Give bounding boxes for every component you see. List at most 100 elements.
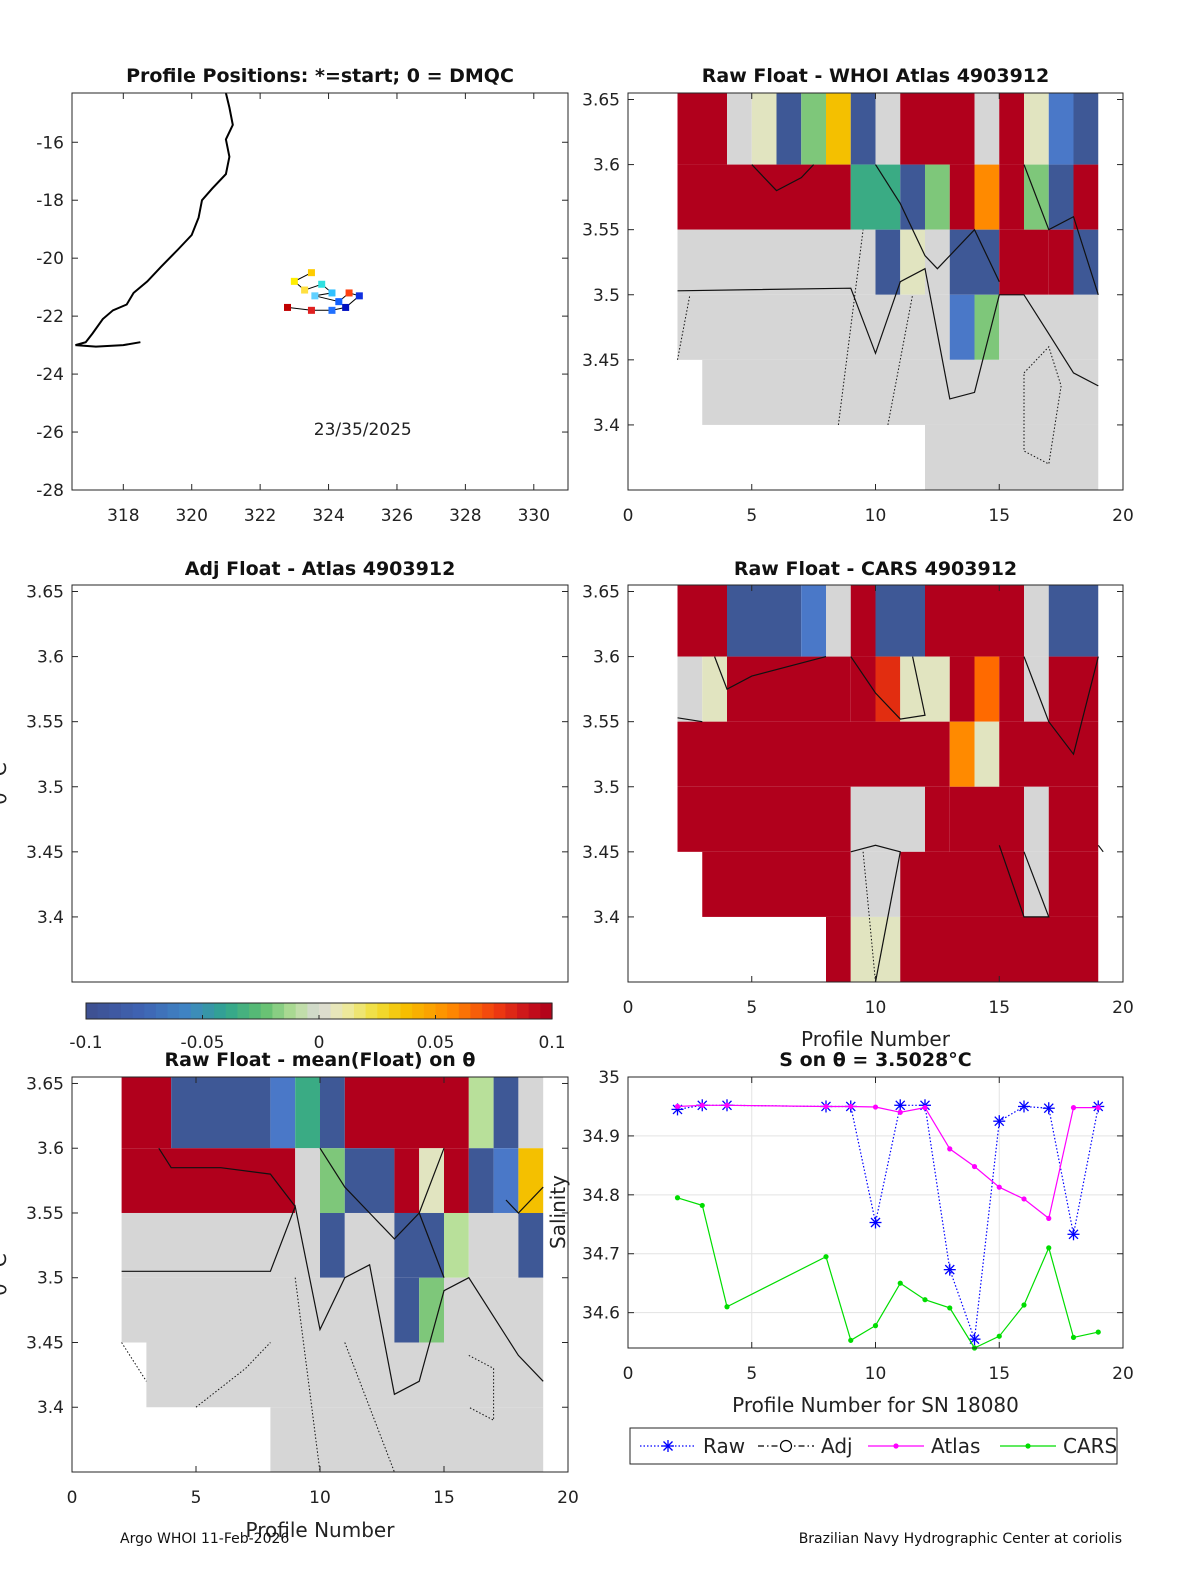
raw-whoi-contour (677, 294, 691, 360)
map-frame (71, 92, 569, 491)
profile-position-marker (355, 292, 363, 300)
raw-cars-cell (1048, 786, 1099, 852)
raw-whoi-cell (1073, 164, 1099, 230)
map-ytick-label: -28 (36, 481, 64, 501)
raw-cars-xtick-label: 20 (1112, 998, 1134, 1018)
raw-whoi-ytick-label: 3.5 (593, 286, 620, 306)
raw-cars-cell (702, 851, 851, 917)
atlas-point (996, 1184, 1002, 1190)
raw-cars-cell (850, 851, 901, 917)
raw-cars-contour (850, 656, 926, 720)
map-ytick-label: -22 (36, 307, 64, 327)
raw-whoi-cell (850, 164, 901, 230)
raw-mean-ytick-label: 3.45 (26, 1333, 64, 1353)
profile-position-marker (335, 298, 343, 306)
raw-point-stroke (895, 1100, 906, 1111)
map-title: Profile Positions: *=start; 0 = DMQC (126, 65, 514, 87)
colorbar-tick-label: -0.1 (69, 1033, 102, 1053)
raw-cars-cell (850, 786, 925, 852)
colorbar-tick-label: -0.05 (181, 1033, 225, 1053)
raw-whoi-xtick-label: 0 (623, 506, 634, 526)
raw-whoi-xtick-label: 5 (746, 506, 757, 526)
atlas-point (823, 1103, 829, 1110)
raw-whoi-xtick-label: 20 (1112, 506, 1134, 526)
adj-atlas-ytick-label: 3.5 (37, 778, 64, 798)
raw-whoi-cell (1024, 93, 1049, 165)
raw-cars-xtick-label: 0 (623, 998, 634, 1018)
colorbar-segment (284, 1003, 297, 1019)
raw-cars-contour (998, 845, 1050, 918)
raw-mean-cell (493, 1148, 519, 1213)
map-ytick-label: -20 (36, 249, 64, 269)
cars-point (897, 1280, 903, 1286)
colorbar-segment (109, 1003, 122, 1019)
profile-position-marker (328, 306, 336, 314)
atlas-point (947, 1146, 953, 1152)
raw-cars-ytick-label: 3.55 (582, 713, 620, 733)
profile-position-marker (290, 277, 298, 285)
raw-cars-contour (1097, 844, 1104, 853)
raw-whoi-cell (925, 424, 1099, 490)
raw-cars-ytick-label: 3.4 (593, 908, 620, 928)
raw-mean-cell (468, 1077, 494, 1149)
adj-atlas-ylabel: θ °C (0, 762, 11, 805)
raw-point-stroke (1019, 1101, 1029, 1112)
coastline (75, 92, 234, 347)
raw-cars-cell (1048, 585, 1099, 657)
raw-mean-cell (518, 1212, 544, 1278)
s-on-theta-xtick-label: 10 (865, 1364, 887, 1384)
colorbar-segment (167, 1003, 180, 1019)
raw-mean-cell (121, 1077, 172, 1149)
colorbar-segment (458, 1003, 472, 1019)
atlas-point (922, 1105, 928, 1111)
raw-whoi-cell (925, 229, 950, 295)
colorbar-segment (377, 1003, 390, 1019)
s-on-theta-title: S on θ = 3.5028°C (779, 1049, 971, 1071)
colorbar-segment (225, 1003, 239, 1019)
raw-cars-cell (850, 656, 876, 722)
legend-label-adj: Adj (821, 1434, 853, 1458)
atlas-point (1046, 1215, 1052, 1221)
atlas-point (872, 1104, 879, 1110)
raw-cars-cell (949, 721, 975, 787)
series-line-cars (677, 1197, 1099, 1349)
raw-point-stroke (994, 1116, 1005, 1127)
raw-cars-cell (974, 656, 1000, 722)
raw-mean-title: Raw Float - mean(Float) on θ (165, 1049, 476, 1071)
raw-cars-ytick-label: 3.6 (593, 648, 620, 668)
raw-mean-cell (518, 1077, 544, 1149)
raw-mean-contour (418, 1212, 445, 1278)
raw-mean-ytick-label: 3.55 (26, 1204, 64, 1224)
map-xtick-label: 324 (312, 506, 344, 526)
profile-position-marker (307, 269, 315, 277)
raw-cars-cell (974, 721, 1000, 787)
adj-atlas-title: Adj Float - Atlas 4903912 (185, 558, 456, 580)
colorbar-segment (214, 1003, 227, 1019)
raw-cars-cell (949, 786, 1024, 852)
raw-mean-cell (270, 1077, 296, 1149)
raw-whoi-cell (900, 93, 975, 165)
raw-mean-cell (344, 1148, 395, 1213)
raw-cars-xlabel: Profile Number (801, 1027, 951, 1051)
map-xtick-label: 326 (381, 506, 413, 526)
s-on-theta-ytick-label: 34.7 (582, 1245, 620, 1265)
raw-cars-cell (1024, 585, 1049, 657)
raw-whoi-title: Raw Float - WHOI Atlas 4903912 (702, 65, 1049, 87)
s-on-theta-ytick-label: 34.9 (582, 1127, 620, 1147)
colorbar-segment (307, 1003, 320, 1019)
raw-mean-ylabel: θ °C (0, 1253, 11, 1296)
raw-mean-cell (295, 1148, 320, 1213)
raw-whoi-cell (999, 93, 1024, 165)
raw-mean-cell (146, 1342, 544, 1408)
raw-cars-cell (850, 916, 901, 982)
raw-whoi-xtick-label: 15 (988, 506, 1010, 526)
raw-mean-cell (444, 1277, 544, 1343)
colorbar-segment (249, 1003, 262, 1019)
raw-point-stroke (870, 1217, 881, 1228)
cars-point (872, 1323, 879, 1329)
raw-cars-cell (727, 656, 851, 722)
raw-mean-cell (295, 1077, 320, 1149)
raw-point-stroke (1043, 1103, 1054, 1114)
raw-whoi-contour (677, 267, 1099, 400)
colorbar-segment (319, 1003, 332, 1019)
